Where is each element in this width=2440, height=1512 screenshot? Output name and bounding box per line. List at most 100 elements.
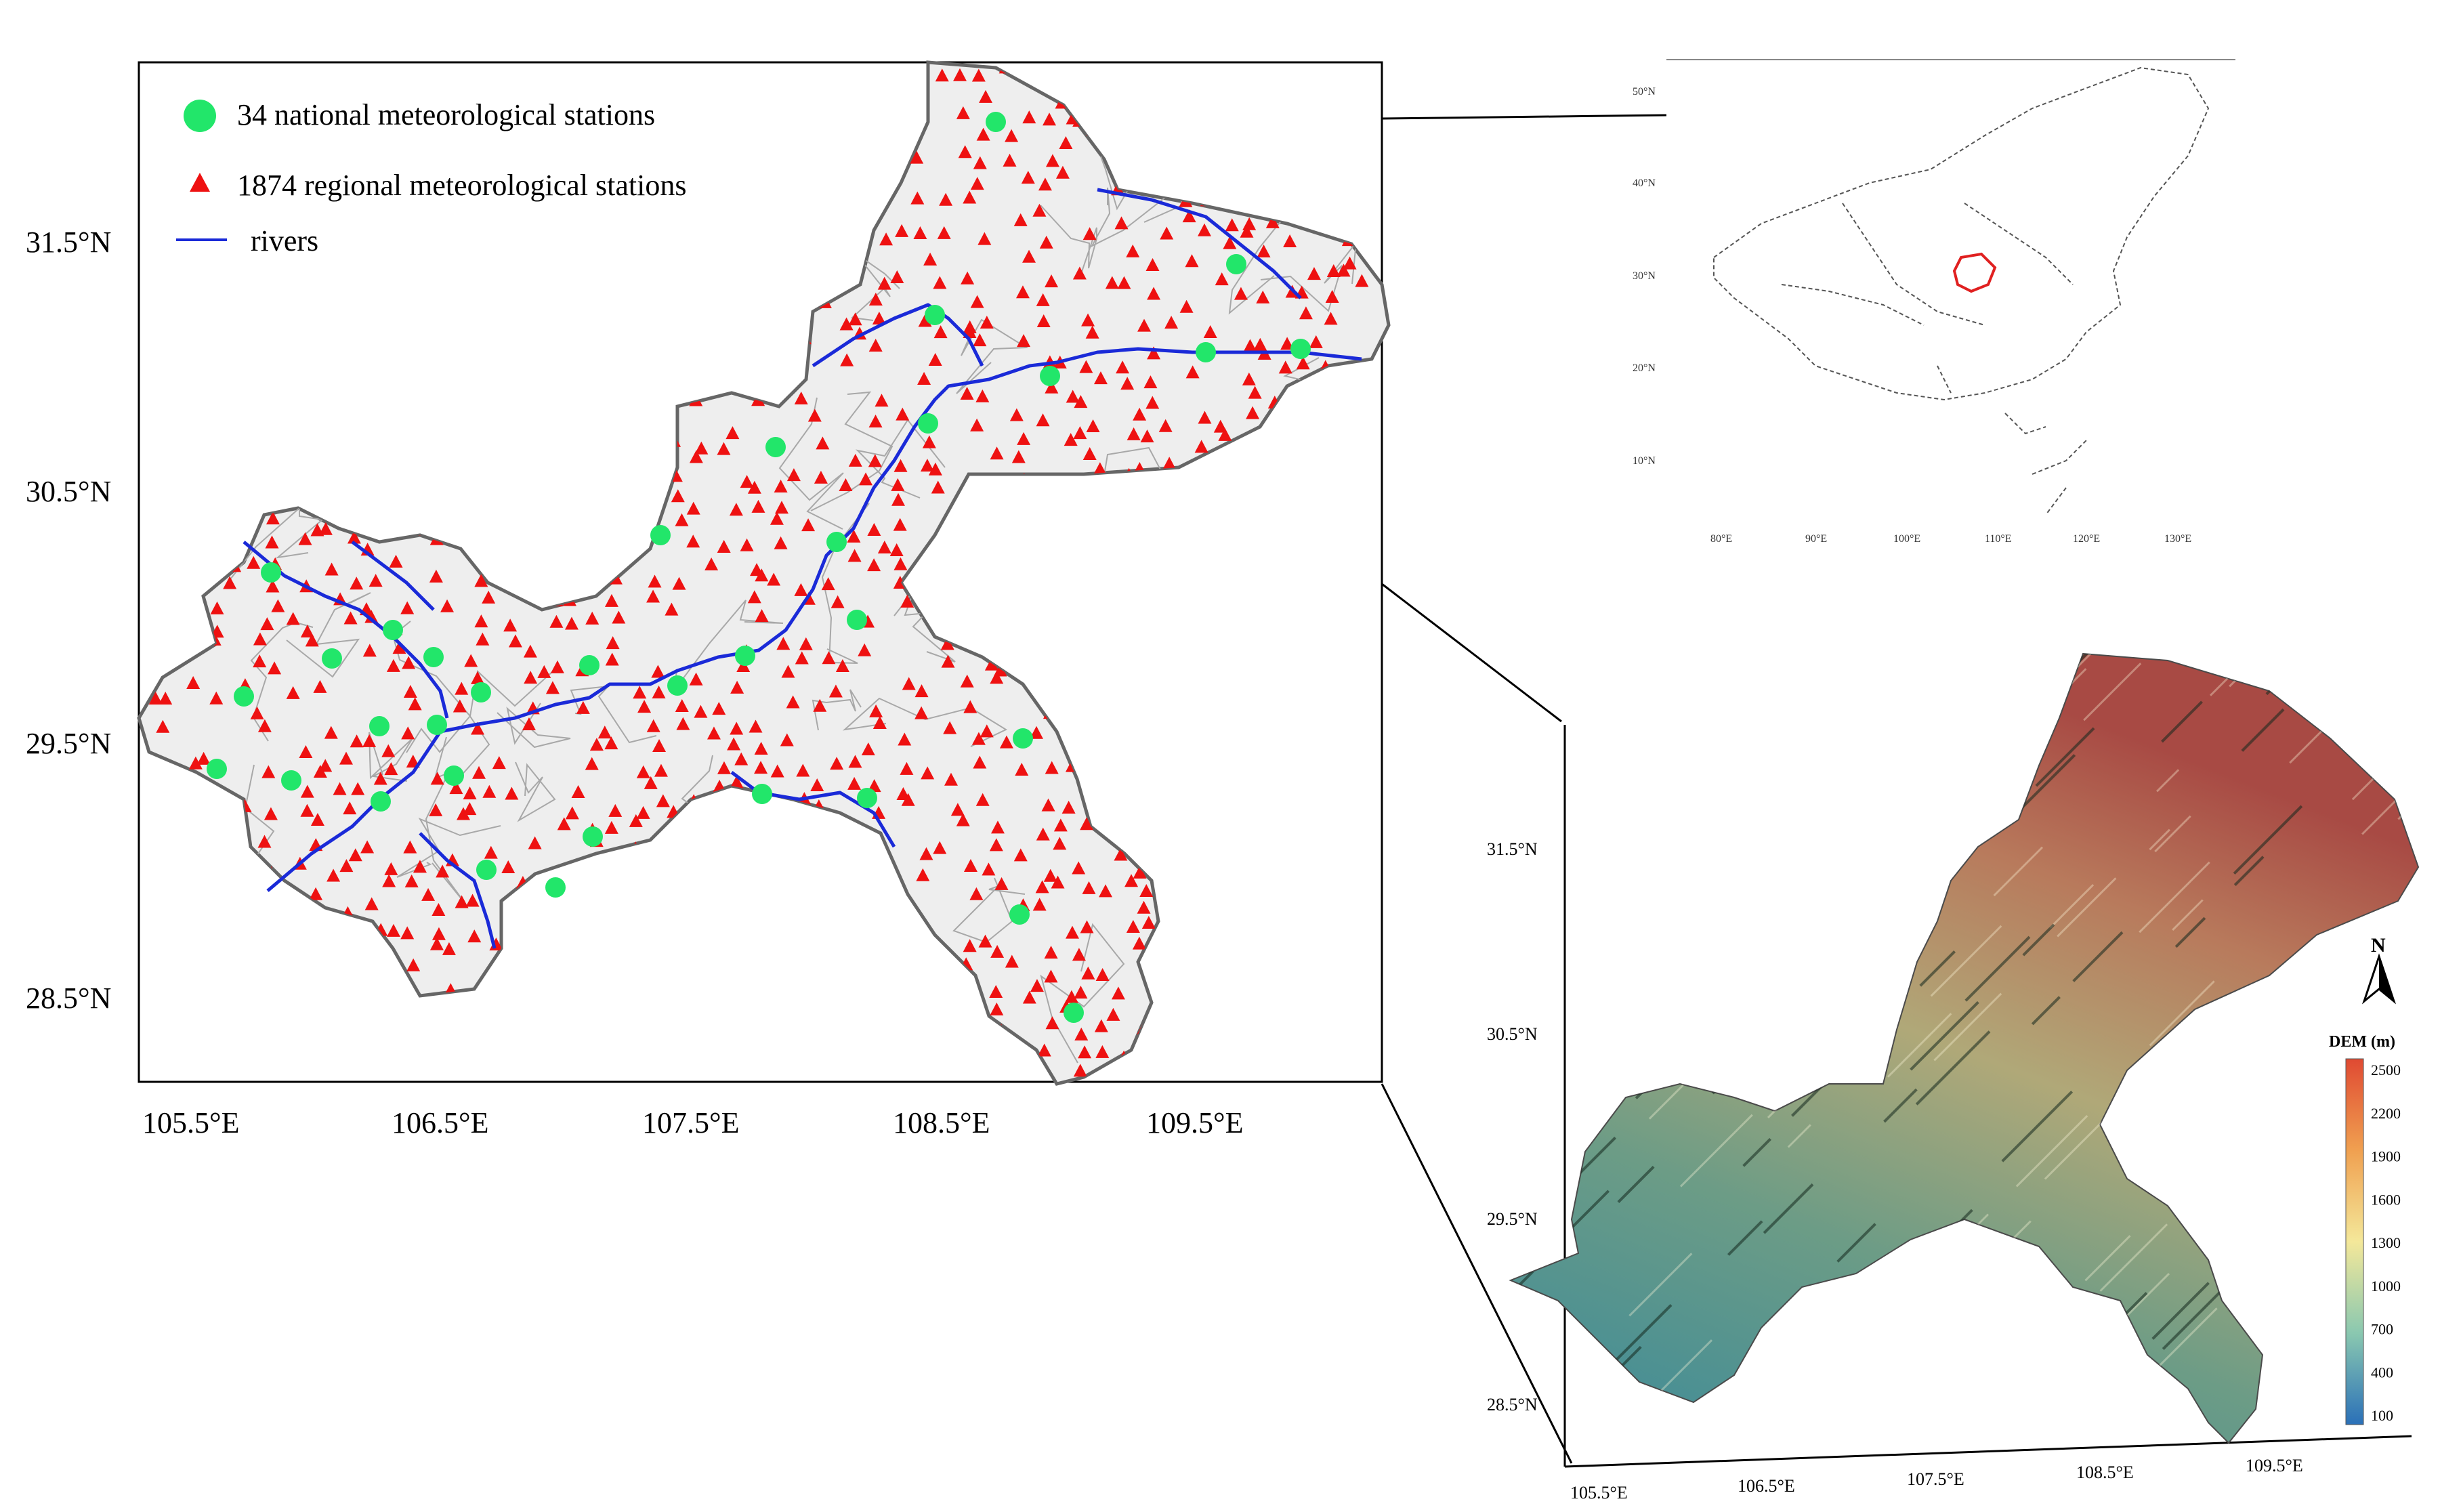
dem-ridge [1993, 846, 2044, 897]
regional-station-marker [1147, 346, 1161, 360]
national-station-marker [925, 305, 945, 325]
regional-station-marker [1114, 216, 1129, 230]
regional-station-marker [868, 414, 883, 427]
regional-station-marker [1080, 920, 1094, 933]
regional-station-marker [941, 654, 955, 668]
regional-station-marker [1072, 861, 1086, 875]
dem-ridge [2425, 712, 2440, 768]
regional-station-marker [727, 737, 741, 751]
regional-station-marker [990, 446, 1004, 460]
regional-station-marker [895, 224, 909, 237]
regional-station-marker [604, 736, 618, 750]
dem-ridge [1786, 1361, 1832, 1408]
regional-station-marker [830, 595, 845, 608]
regional-station-marker [188, 756, 203, 770]
regional-station-marker [1095, 968, 1110, 982]
regional-station-marker [1094, 1019, 1108, 1032]
dem-legend-tick: 1300 [2371, 1234, 2401, 1251]
regional-station-marker [492, 756, 506, 770]
regional-station-marker [196, 751, 211, 765]
regional-station-marker [402, 656, 416, 669]
regional-station-marker [1309, 335, 1323, 348]
dem-legend: DEM (m) 2500 2200 1900 1600 1300 1000 700 400 10… [2329, 1033, 2401, 1425]
regional-station-marker [408, 697, 422, 711]
dem-ridge [1931, 778, 1955, 802]
regional-station-marker [893, 459, 908, 472]
regional-station-marker [977, 232, 992, 245]
dem-ridge [1719, 965, 1775, 1022]
regional-station-marker [1073, 426, 1087, 440]
regional-station-marker [1015, 763, 1029, 776]
dem-ridge [1586, 804, 1631, 848]
regional-station-marker [1198, 411, 1212, 424]
regional-station-marker [839, 478, 853, 491]
regional-station-marker [975, 389, 990, 402]
dem-ridge [1986, 629, 2009, 652]
regional-station-marker [612, 610, 626, 624]
regional-station-marker [973, 156, 987, 169]
national-stations-layer [207, 112, 1311, 1023]
regional-station-marker [1185, 365, 1200, 379]
regional-station-marker [928, 353, 942, 366]
dem-ridge [1885, 786, 1932, 833]
dem-ridge [1867, 700, 1914, 748]
regional-station-marker [751, 499, 765, 513]
regional-station-marker [847, 549, 862, 562]
dem-ridge [1679, 1114, 1753, 1188]
dem-ridge [1696, 1423, 1721, 1443]
regional-station-marker [1278, 360, 1292, 374]
regional-station-marker [1045, 274, 1059, 288]
dem-lat-label: 28.5°N [1487, 1395, 1538, 1414]
regional-station-marker [821, 577, 835, 591]
regional-station-marker [550, 660, 564, 673]
regional-station-marker [1126, 244, 1140, 257]
dem-ridge [1724, 1051, 1749, 1076]
regional-station-marker [794, 583, 808, 596]
regional-station-marker [1066, 390, 1080, 403]
regional-station-marker [1017, 334, 1031, 348]
dem-lat-labels: 31.5°N 30.5°N 29.5°N 28.5°N [1487, 839, 1538, 1414]
dem-ridge [2235, 1073, 2312, 1150]
dem-ridge [2156, 769, 2180, 793]
regional-station-marker [891, 492, 906, 506]
regional-station-marker [774, 536, 788, 549]
dem-ridge [1580, 805, 1626, 851]
regional-station-marker [484, 845, 498, 859]
regional-station-marker [717, 761, 731, 774]
regional-station-marker [989, 838, 1003, 852]
regional-station-marker [933, 841, 947, 854]
dem-ridge [2022, 923, 2055, 957]
dem-lon-label: 106.5°E [1738, 1476, 1795, 1496]
regional-station-marker [822, 651, 836, 665]
regional-station-marker [266, 579, 280, 593]
regional-station-marker [1324, 312, 1338, 325]
regional-station-marker [436, 864, 450, 878]
regional-station-marker [1015, 285, 1030, 299]
regional-station-marker [300, 624, 314, 637]
regional-station-marker [1061, 800, 1076, 814]
regional-station-marker [463, 802, 477, 816]
dem-ridge [1626, 947, 1685, 1005]
national-station-marker [752, 784, 772, 804]
regional-station-marker [1307, 267, 1321, 280]
dem-ridge [2227, 1288, 2250, 1310]
regional-station-marker [313, 679, 327, 693]
regional-station-marker [689, 450, 703, 463]
regional-station-marker [382, 874, 396, 887]
regional-station-marker [1137, 900, 1151, 914]
qijiang-river [419, 832, 497, 949]
regional-station-marker [1215, 272, 1229, 286]
regional-station-marker [465, 894, 480, 907]
regional-station-marker [268, 661, 282, 675]
dem-ridge [1654, 726, 1698, 769]
regional-station-marker [373, 772, 387, 785]
regional-station-marker [694, 705, 708, 718]
national-station-marker [471, 682, 491, 702]
dem-ridge [1818, 933, 1867, 982]
regional-station-marker [877, 276, 891, 290]
regional-station-marker [676, 717, 690, 730]
regional-station-marker [1013, 213, 1028, 226]
regional-station-marker [406, 755, 420, 768]
regional-station-marker [265, 535, 279, 549]
dem-colorbar [2345, 1058, 2364, 1425]
